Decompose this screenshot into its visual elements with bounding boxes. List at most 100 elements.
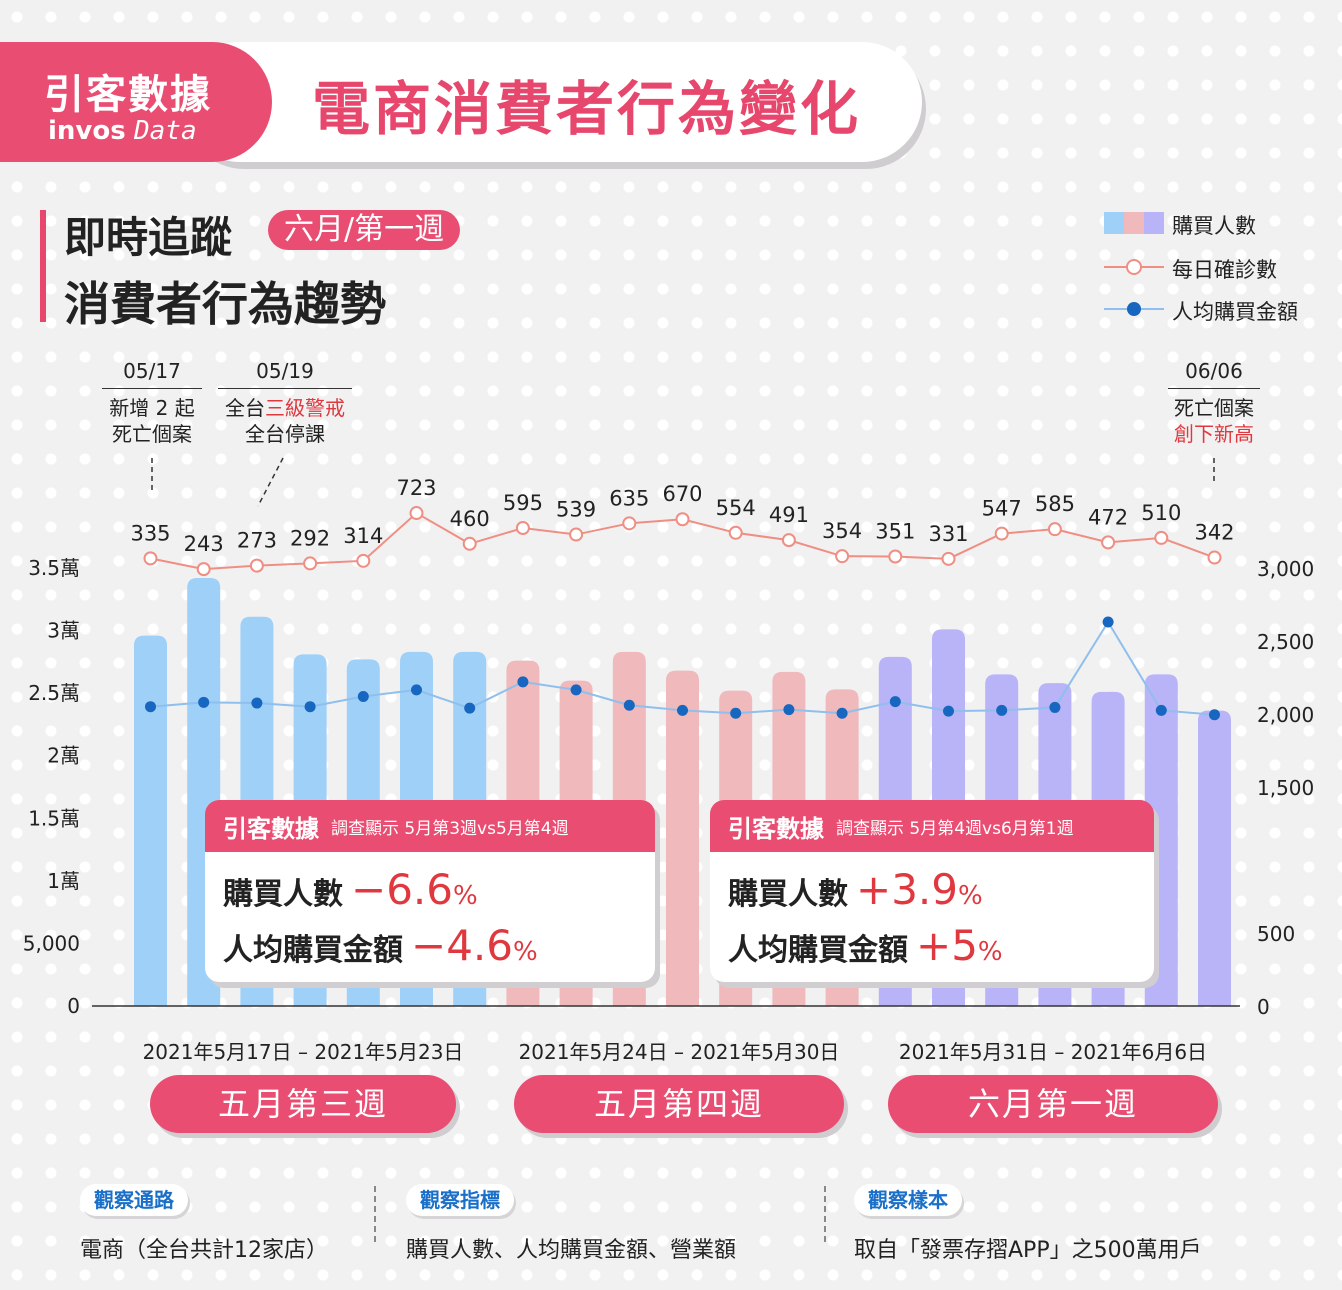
card-row-label: 人均購買金額 xyxy=(728,933,908,968)
footer-text-sample: 取自「發票存摺APP」之500萬用戶 xyxy=(854,1238,1202,1263)
cases-point xyxy=(515,521,530,536)
week-range-1: 2021年5月17日 – 2021年5月23日 xyxy=(142,1040,464,1064)
brand-en-italic: Data xyxy=(133,116,197,146)
annotation-highlight: 創下新高 xyxy=(1174,422,1254,446)
y-right-tick-label: 1,500 xyxy=(1257,776,1314,800)
spend-point xyxy=(357,690,369,702)
subtitle-line1: 即時追蹤 xyxy=(64,213,233,262)
cases-point xyxy=(1154,530,1169,545)
cases-point xyxy=(1207,550,1222,565)
spend-point xyxy=(730,707,742,719)
annotation-line1: 全台三級警戒 xyxy=(218,395,352,421)
brand-name-zh: 引客數據 xyxy=(44,72,212,118)
card-header: 引客數據 調查顯示 5月第4週vs6月第1週 xyxy=(710,800,1154,852)
stat-card-week4-vs-june1: 引客數據 調查顯示 5月第4週vs6月第1週 購買人數 +3.9% 人均購買金額 +5… xyxy=(710,800,1154,982)
annotation-date: 05/17 xyxy=(102,358,202,389)
footer-tag-metric: 觀察指標 xyxy=(406,1184,514,1216)
spend-point xyxy=(836,707,848,719)
cases-data-label: 585 xyxy=(1035,492,1075,516)
legend: 購買人數 每日確診數 人均購買金額 xyxy=(1100,206,1320,326)
spend-point xyxy=(517,676,529,688)
subtitle-line2: 消費者行為趨勢 xyxy=(64,277,386,331)
annotation-line1: 新增 2 起 xyxy=(102,395,202,421)
stat-card-week3-vs-week4: 引客數據 調查顯示 5月第3週vs5月第4週 購買人數 −6.6% 人均購買金額 −4… xyxy=(205,800,655,982)
spend-point xyxy=(677,704,688,716)
annotation-line2: 全台停課 xyxy=(245,422,325,446)
annotation-0517: 05/17 新增 2 起 死亡個案 xyxy=(102,358,202,447)
y-left-tick-label: 3萬 xyxy=(47,619,80,643)
spend-point xyxy=(623,699,635,711)
footer-tag-channel: 觀察通路 xyxy=(80,1184,188,1216)
bar-buyers xyxy=(134,635,167,1006)
cases-data-label: 314 xyxy=(343,524,383,548)
cases-data-label: 554 xyxy=(716,496,756,520)
spend-line-series xyxy=(145,616,1220,721)
title-banner xyxy=(180,42,922,162)
legend-swatch-blue xyxy=(1104,212,1124,234)
y-axis-right: 0 500 1,500 2,000 2,500 3,000 xyxy=(1257,557,1314,1019)
cases-data-label: 351 xyxy=(875,520,915,544)
spend-point xyxy=(198,696,210,708)
legend-swatch-purple xyxy=(1144,212,1164,234)
card-row-value: −6.6 xyxy=(351,865,453,914)
annotation-date: 06/06 xyxy=(1168,358,1260,389)
card-row-spend: 人均購買金額 −4.6% xyxy=(205,918,655,974)
annotation-date: 05/19 xyxy=(218,358,352,389)
cases-data-label: 595 xyxy=(503,491,543,515)
spend-point xyxy=(783,704,795,716)
cases-point xyxy=(728,525,743,540)
week-pill-1: 五月第三週 xyxy=(150,1075,456,1133)
cases-data-label: 331 xyxy=(928,522,968,546)
spend-point xyxy=(411,684,422,696)
cases-point xyxy=(303,556,318,571)
card-row-unit: % xyxy=(958,881,983,911)
cases-point xyxy=(835,549,850,564)
y-right-tick-label: 500 xyxy=(1257,922,1295,946)
cases-point xyxy=(462,536,477,551)
annotation-line1: 死亡個案 xyxy=(1174,396,1254,420)
annotation-0606: 06/06 死亡個案 創下新高 xyxy=(1168,358,1260,447)
card-row-unit: % xyxy=(977,937,1003,967)
card-row-label: 購買人數 xyxy=(728,877,848,912)
card-row-value: +3.9 xyxy=(856,865,958,914)
cases-point xyxy=(622,516,637,531)
card-row-spend: 人均購買金額 +5% xyxy=(710,918,1154,974)
y-right-tick-label: 0 xyxy=(1257,995,1270,1019)
annotation-text: 全台 xyxy=(225,396,265,420)
cases-point xyxy=(569,527,584,542)
week-pill-2: 五月第四週 xyxy=(514,1075,844,1133)
bar-buyers xyxy=(1198,710,1231,1006)
cases-data-label: 292 xyxy=(290,526,330,550)
spend-point xyxy=(889,696,901,708)
spend-point xyxy=(996,704,1008,716)
legend-marker-cases xyxy=(1126,259,1142,275)
footer-divider xyxy=(374,1186,376,1242)
cases-point xyxy=(409,506,424,521)
legend-swatches xyxy=(1104,212,1164,316)
cases-data-label: 510 xyxy=(1141,501,1181,525)
brand-badge xyxy=(0,42,272,162)
card-row-label: 人均購買金額 xyxy=(223,933,403,968)
cases-point xyxy=(941,551,956,566)
cases-point xyxy=(143,551,158,566)
cases-data-label: 635 xyxy=(609,486,649,510)
spend-point xyxy=(464,702,476,714)
legend-label-cases: 每日確診數 xyxy=(1172,258,1277,282)
legend-label-spend: 人均購買金額 xyxy=(1172,300,1298,324)
week-pill-3: 六月第一週 xyxy=(888,1075,1218,1133)
cases-data-label: 342 xyxy=(1194,521,1234,545)
spend-point xyxy=(251,697,263,709)
cases-point xyxy=(1047,522,1062,537)
cases-data-label: 354 xyxy=(822,519,862,543)
week-range-2: 2021年5月24日 – 2021年5月30日 xyxy=(518,1040,840,1064)
annotation-text: 新增 2 起 xyxy=(109,396,195,420)
week-badge: 六月/第一週 xyxy=(268,210,461,250)
card-desc: 調查顯示 5月第4週vs6月第1週 xyxy=(836,818,1074,839)
spend-point xyxy=(1209,709,1220,721)
spend-point xyxy=(1049,701,1061,713)
cases-data-label: 243 xyxy=(184,532,224,556)
card-row-label: 購買人數 xyxy=(223,877,343,912)
cases-point xyxy=(994,526,1009,541)
cases-line-series: 335 243 273 292 314 723 460 595 539 635 670 554 491 3… xyxy=(130,476,1235,577)
spend-point xyxy=(943,705,954,717)
